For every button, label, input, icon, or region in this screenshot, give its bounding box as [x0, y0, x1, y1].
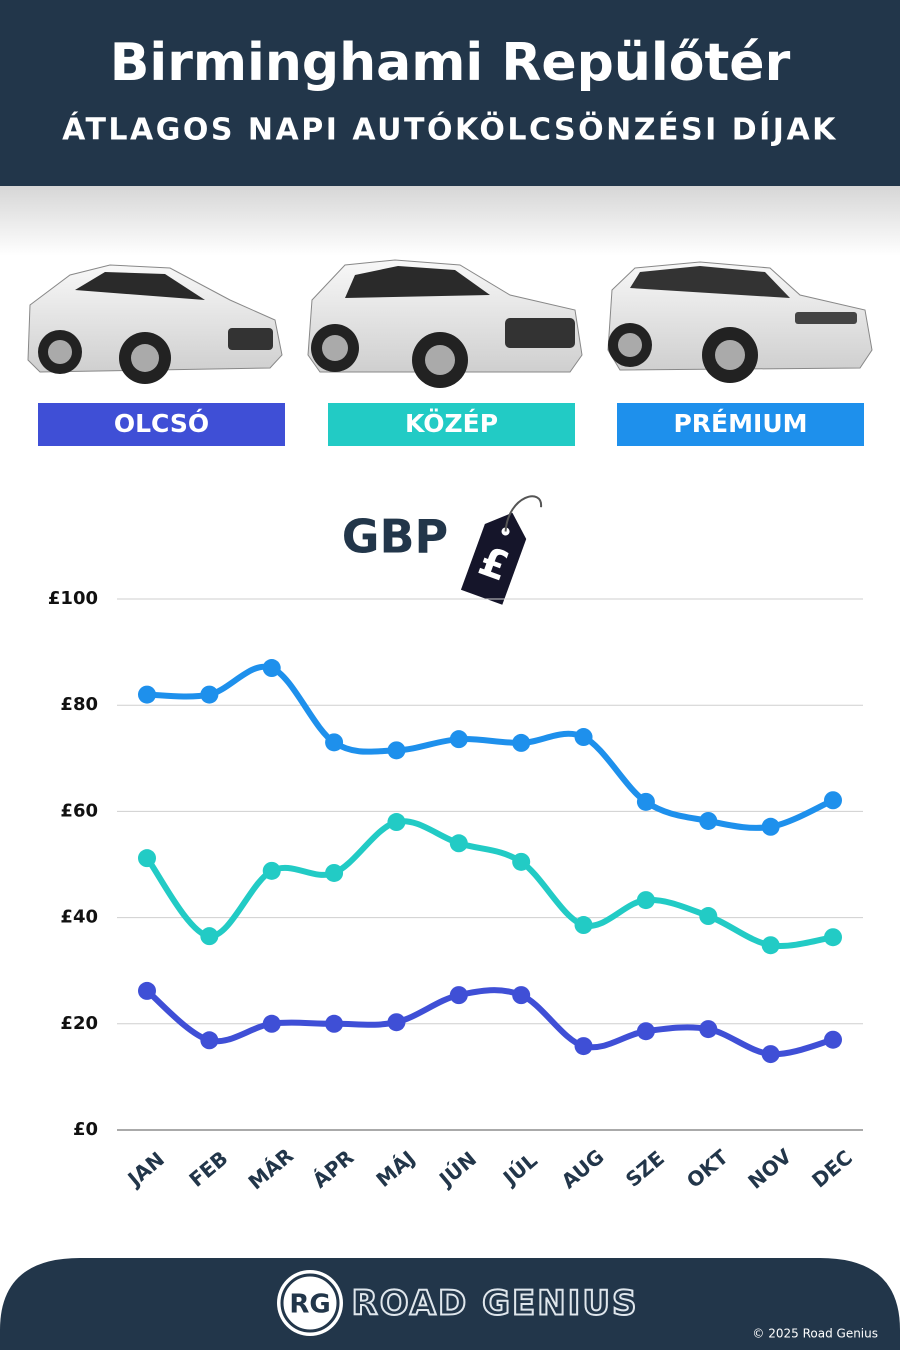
data-point — [512, 733, 531, 752]
data-point — [262, 861, 281, 880]
copyright: © 2025 Road Genius — [752, 1327, 878, 1341]
car-economy — [27, 264, 283, 384]
data-point — [200, 927, 219, 946]
y-tick-label: £20 — [60, 1013, 98, 1034]
data-point — [138, 685, 156, 704]
subtitle: ÁTLAGOS NAPI AUTÓKÖLCSÖNZÉSI DÍJAK — [62, 111, 838, 148]
data-point — [262, 1014, 281, 1033]
data-point — [636, 792, 655, 811]
data-point — [449, 986, 468, 1005]
data-point — [636, 1022, 655, 1041]
data-point — [200, 685, 219, 704]
legend-swatch — [617, 403, 864, 446]
y-tick-label: £80 — [60, 694, 98, 715]
data-point — [387, 741, 406, 760]
y-tick-label: £0 — [73, 1119, 98, 1140]
data-point — [512, 986, 531, 1005]
data-point — [574, 916, 593, 935]
data-point — [449, 834, 468, 853]
data-point — [449, 730, 468, 749]
data-point — [325, 1014, 344, 1033]
data-point — [138, 849, 156, 868]
logo-circle — [277, 1270, 343, 1336]
header-shadow — [0, 186, 900, 256]
data-point — [824, 1030, 842, 1049]
logo-text: RG — [289, 1290, 330, 1320]
data-point — [699, 907, 718, 926]
y-tick-label: £40 — [60, 907, 98, 928]
currency-label: GBP — [342, 510, 449, 564]
y-tick-label: £100 — [48, 588, 98, 609]
legend-swatch — [38, 403, 285, 446]
brand: ROAD GENIUS — [352, 1284, 639, 1324]
data-point — [574, 1037, 593, 1056]
logo-ring — [280, 1273, 340, 1333]
data-point — [824, 791, 842, 810]
data-point — [325, 733, 344, 752]
data-point — [699, 811, 718, 830]
header — [0, 0, 900, 186]
data-point — [761, 817, 780, 836]
data-point — [387, 1013, 406, 1032]
legend-label: OLCSÓ — [114, 408, 209, 438]
data-point — [636, 891, 655, 910]
legend-label: KÖZÉP — [405, 408, 498, 438]
data-point — [761, 1045, 780, 1064]
data-point — [512, 852, 531, 871]
title: Birminghami Repülőtér — [110, 33, 791, 93]
legend-swatch — [328, 403, 575, 446]
data-point — [325, 863, 344, 882]
data-point — [824, 928, 842, 947]
data-point — [387, 813, 406, 832]
car-midsize — [307, 259, 583, 388]
data-point — [761, 936, 780, 955]
footer — [0, 1258, 900, 1350]
legend-label: PRÉMIUM — [673, 409, 807, 438]
data-point — [699, 1020, 718, 1039]
data-point — [138, 981, 156, 1000]
data-point — [574, 728, 593, 747]
price-tag: £ — [460, 495, 543, 605]
y-tick-label: £60 — [60, 800, 98, 821]
car-premium — [607, 261, 873, 383]
data-point — [200, 1031, 219, 1050]
data-point — [262, 659, 281, 678]
